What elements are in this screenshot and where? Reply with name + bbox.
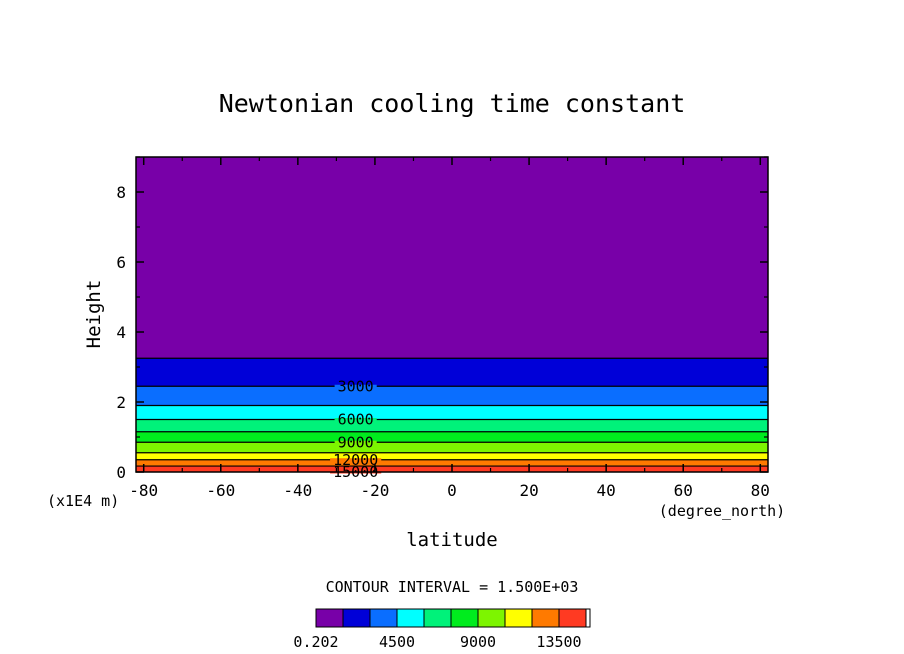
contour-band-6 [136, 405, 768, 420]
x-axis-ticks: -80 -60 -40 -20 0 20 40 60 80 [129, 157, 770, 500]
colorbar-tick-labels: 0.202 4500 9000 13500 [293, 633, 581, 651]
x-tick-label-3: -20 [360, 481, 389, 500]
colorbar-cell-7 [504, 608, 533, 628]
y-tick-label-4: 8 [116, 183, 126, 202]
colorbar-cell-8 [531, 608, 560, 628]
contour-label-2: 9000 [338, 433, 374, 451]
contour-label-gap-0 [334, 384, 377, 388]
colorbar [315, 608, 591, 628]
colorbar-tick-label-0: 0.202 [293, 633, 338, 651]
x-tick-label-4: 0 [447, 481, 457, 500]
colorbar-cell-4 [423, 608, 452, 628]
x-axis-units: (degree_north) [659, 502, 785, 520]
contour-band-3 [136, 442, 768, 453]
colorbar-cell-3 [396, 608, 425, 628]
colorbar-cell-0 [315, 608, 344, 628]
colorbar-end-cap [585, 608, 591, 628]
y-tick-label-1: 2 [116, 393, 126, 412]
y-tick-label-0: 0 [116, 463, 126, 482]
y-tick-label-2: 4 [116, 323, 126, 342]
colorbar-cell-6 [477, 608, 506, 628]
colorbar-cell-1 [342, 608, 371, 628]
y-axis-ticks: 0 2 4 6 8 [116, 156, 768, 482]
x-tick-label-7: 60 [674, 481, 693, 500]
contour-band-7 [136, 386, 768, 406]
contour-band-4 [136, 431, 768, 443]
colorbar-cell-9 [558, 608, 587, 628]
colorbar-tick-label-1: 4500 [379, 633, 415, 651]
chart-title: Newtonian cooling time constant [219, 89, 686, 118]
contour-label-gap-2 [334, 440, 377, 444]
x-tick-label-0: -80 [129, 481, 158, 500]
colorbar-tick-label-3: 13500 [536, 633, 581, 651]
x-tick-label-6: 40 [597, 481, 616, 500]
contour-bands [136, 157, 768, 472]
contour-band-2 [136, 452, 768, 460]
contour-band-1 [136, 459, 768, 467]
contour-label-gap-1 [334, 418, 377, 421]
colorbar-tick-label-2: 9000 [460, 633, 496, 651]
contour-interval-label: CONTOUR INTERVAL = 1.500E+03 [326, 578, 579, 596]
colorbar-cell-2 [369, 608, 398, 628]
contour-band-9 [136, 157, 768, 359]
x-tick-label-5: 20 [519, 481, 538, 500]
y-axis-label: Height [83, 280, 105, 349]
x-tick-label-1: -60 [206, 481, 235, 500]
contour-label-0: 3000 [338, 377, 374, 395]
x-tick-label-2: -40 [283, 481, 312, 500]
x-tick-label-8: 80 [751, 481, 770, 500]
y-tick-label-3: 6 [116, 253, 126, 272]
contour-label-gap-3 [330, 458, 382, 462]
contour-label-1: 6000 [338, 411, 374, 429]
y-axis-units: (x1E4 m) [47, 492, 119, 510]
contour-band-8 [136, 358, 768, 387]
contour-label-3: 12000 [333, 451, 378, 469]
colorbar-cell-5 [450, 608, 479, 628]
x-axis-label: latitude [406, 529, 498, 551]
contour-band-5 [136, 419, 768, 432]
